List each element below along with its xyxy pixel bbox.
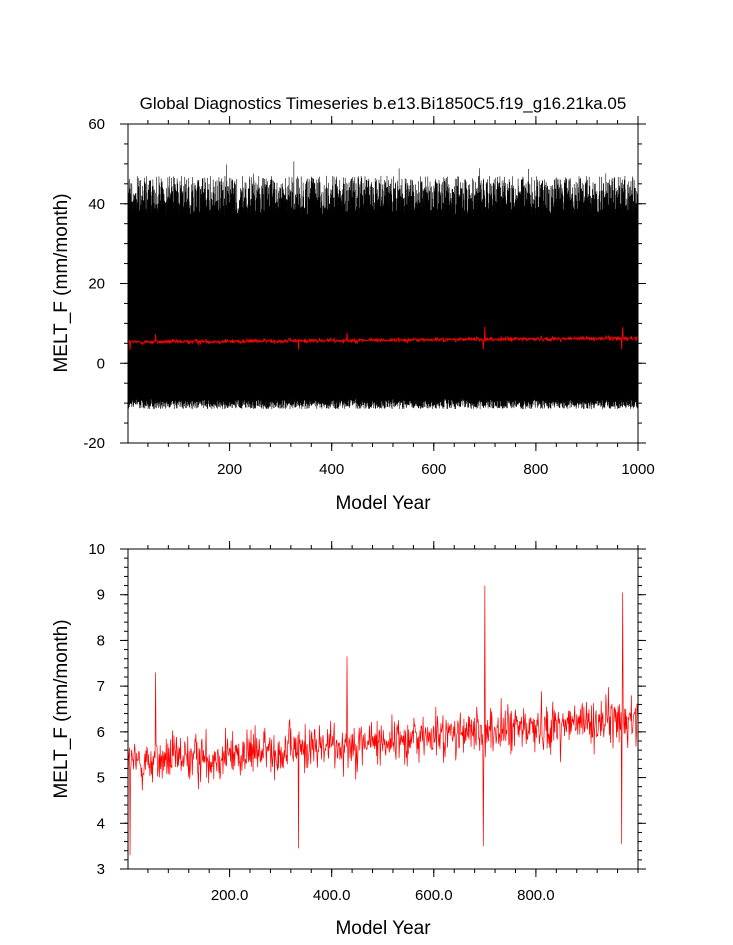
y-tick-label: 7 (97, 678, 105, 695)
chart-title: Global Diagnostics Timeseries b.e13.Bi18… (140, 94, 627, 113)
annual-mean-line (127, 585, 639, 856)
annual-mean-series (127, 326, 639, 351)
y-tick-label: 10 (88, 541, 105, 558)
y-tick-label: -20 (83, 435, 105, 452)
y-tick-label: 9 (97, 587, 105, 604)
x-tick-label: 1000 (621, 461, 654, 478)
x-axis-label: Model Year (335, 918, 431, 939)
top-chart-panel: Global Diagnostics Timeseries b.e13.Bi18… (51, 94, 655, 514)
annual-mean-line (127, 326, 639, 351)
y-axis-label: MELT_F (mm/month) (51, 193, 72, 372)
y-tick-label: 8 (97, 632, 105, 649)
y-tick-label: 5 (97, 770, 105, 787)
monthly-series-core (128, 231, 638, 388)
x-tick-label: 400 (319, 461, 344, 478)
y-tick-label: 60 (88, 116, 105, 133)
bottom-chart-panel: 200.0 400.0 600.0 800.0 3 4 5 6 7 8 9 10 Model Year… (51, 541, 646, 939)
annual-mean-series-zoom (127, 585, 639, 856)
y-tick-label: 4 (97, 815, 105, 832)
x-tick-label: 200.0 (211, 887, 249, 904)
y-tick-label: 20 (88, 276, 105, 293)
y-axis-label: MELT_F (mm/month) (51, 619, 72, 798)
y-tick-label: 40 (88, 196, 105, 213)
x-tick-label: 600 (421, 461, 446, 478)
x-tick-label: 600.0 (415, 887, 453, 904)
y-tick-label: 6 (97, 724, 105, 741)
y-tick-label: 3 (97, 861, 105, 878)
x-axis-label: Model Year (335, 493, 431, 514)
y-tick-label: 0 (97, 355, 105, 372)
plot-frame (127, 548, 639, 870)
x-tick-label: 800.0 (517, 887, 555, 904)
x-tick-label: 200 (217, 461, 242, 478)
x-tick-label: 400.0 (313, 887, 351, 904)
bottom-axes: 200.0 400.0 600.0 800.0 3 4 5 6 7 8 9 10 (88, 541, 646, 904)
x-tick-label: 800 (523, 461, 548, 478)
monthly-series (127, 161, 639, 410)
top-axes: 200 400 600 800 1000 -20 0 20 40 60 (83, 116, 655, 478)
